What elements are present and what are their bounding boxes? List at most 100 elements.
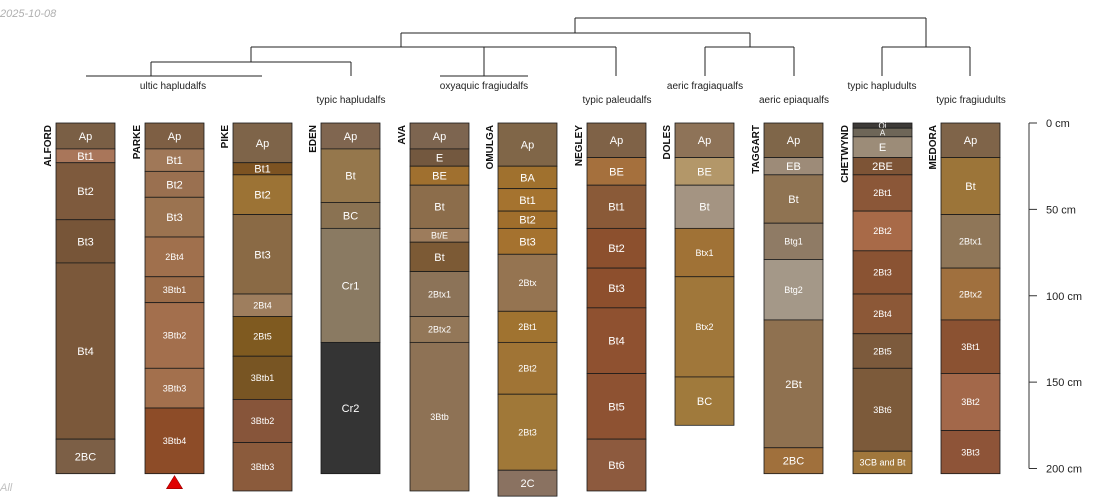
horizon-band [144, 236, 205, 278]
horizon-label: Bt [434, 202, 444, 214]
horizon: Bt [409, 241, 470, 272]
horizon: Bt5 [586, 373, 647, 440]
horizon-label: 3Btb1 [163, 285, 187, 295]
horizon-label: Bt2 [77, 186, 94, 198]
horizon: 2Bt1 [852, 174, 913, 212]
horizon-label: 2Btx1 [428, 289, 451, 299]
horizon-label: Bt [434, 252, 444, 264]
profile-name: PIKE [220, 125, 231, 149]
horizon-label: 2Bt5 [253, 332, 272, 342]
horizon-band [586, 122, 647, 158]
horizon: 2BC [763, 447, 824, 475]
horizon: Cr2 [320, 341, 381, 475]
horizon-band [852, 210, 913, 252]
horizon: 2Bt3 [497, 393, 558, 471]
horizon: 3Btb2 [232, 398, 293, 443]
horizon-band [497, 310, 558, 343]
horizon-band [232, 214, 293, 295]
group-label: aeric fragiaqualfs [667, 81, 743, 92]
horizon: 3CB and Bt [852, 450, 913, 475]
horizon: Bt/E [409, 227, 470, 243]
horizon-label: Bt3 [77, 236, 94, 248]
horizon-label: 2Btx [518, 278, 537, 288]
horizon-band [674, 157, 735, 186]
horizon: 3Btb3 [232, 442, 293, 492]
horizon: 2Bt5 [852, 333, 913, 369]
horizon-label: Bt1 [77, 151, 94, 163]
horizon-band [497, 393, 558, 471]
horizon: BC [320, 202, 381, 229]
horizon-band [144, 407, 205, 475]
horizon: 3Btb2 [144, 302, 205, 369]
horizon-label: 2BC [75, 451, 96, 463]
horizon: 2Btx1 [409, 271, 470, 317]
profile-name: ALFORD [43, 125, 54, 167]
horizon: 2Bt4 [144, 236, 205, 278]
horizon: Bt1 [232, 162, 293, 176]
horizon-band [497, 227, 558, 255]
group-label: typic hapludults [848, 81, 917, 92]
horizon-label: 2Bt [785, 379, 802, 391]
horizon-label: 2Bt5 [873, 346, 892, 356]
horizon: 3Btb4 [144, 407, 205, 475]
horizon-band [763, 174, 824, 224]
horizon: 2Bt4 [852, 293, 913, 335]
horizon-label: BE [697, 166, 712, 178]
horizon-band [763, 259, 824, 321]
horizon-band [232, 355, 293, 400]
horizon-label: Ap [698, 135, 711, 147]
horizon: Bt4 [55, 262, 116, 440]
horizon-label: 3Bt3 [961, 447, 980, 457]
horizon: 2Bt1 [497, 310, 558, 343]
horizon-label: Bt/E [431, 231, 448, 241]
horizon-label: Ap [521, 140, 534, 152]
horizon: Bt [320, 148, 381, 203]
horizon-band [55, 262, 116, 440]
horizon: Bt3 [586, 267, 647, 309]
horizon-band [320, 202, 381, 229]
horizon-label: 2BC [783, 456, 804, 468]
profile-parke: PARKE Ap Bt1 Bt2 Bt3 2Bt4 3Btb1 3Btb2 3Btb3 3Btb4 [132, 122, 205, 489]
horizon-band [232, 316, 293, 357]
horizon: Btx1 [674, 227, 735, 278]
horizon-label: Bt [788, 194, 798, 206]
horizon: Ap [940, 122, 1001, 158]
horizon-band [940, 157, 1001, 215]
horizon-label: 3CB and Bt [859, 458, 906, 468]
horizon: Ap [320, 122, 381, 150]
axis-tick-label: 150 cm [1046, 377, 1082, 389]
horizon-band [586, 307, 647, 374]
horizon-label: E [436, 153, 443, 165]
group-labels: ultic hapludalfs typic hapludalfs oxyaquic… [140, 81, 1006, 106]
profile-eden: EDEN Ap Bt BC Cr1 Cr2 [308, 122, 381, 475]
horizon: Bt3 [144, 196, 205, 238]
horizon: Btx2 [674, 276, 735, 378]
horizon-label: 2C [520, 478, 534, 490]
horizon: Bt3 [232, 214, 293, 295]
horizon-label: 2Bt4 [165, 252, 184, 262]
horizon-band [586, 184, 647, 229]
horizon-label: Btx1 [695, 248, 713, 258]
horizon: Ap [674, 122, 735, 158]
group-label: oxyaquic fragiudalfs [440, 81, 528, 92]
horizon-label: 2BE [872, 161, 893, 173]
horizon: 3Btb [409, 341, 470, 492]
horizon-band [852, 367, 913, 452]
horizon-label: 2Bt4 [253, 300, 272, 310]
horizon-label: 2Bt3 [873, 268, 892, 278]
horizon-label: Bt [345, 171, 355, 183]
horizon-band [144, 170, 205, 198]
horizon-label: BE [432, 171, 447, 183]
profile-name: TAGGART [751, 125, 762, 174]
horizon: Cr1 [320, 227, 381, 343]
horizon: A [852, 127, 913, 137]
horizon-band [409, 241, 470, 272]
horizon: 3Btb3 [144, 367, 205, 409]
horizon: Bt [940, 157, 1001, 215]
horizon: 2Bt2 [852, 210, 913, 252]
horizon: Bt [674, 184, 735, 229]
dendrogram [86, 17, 971, 77]
horizon: 3Btb1 [144, 276, 205, 304]
horizon-label: 3Bt2 [961, 397, 980, 407]
horizon-band [232, 398, 293, 443]
